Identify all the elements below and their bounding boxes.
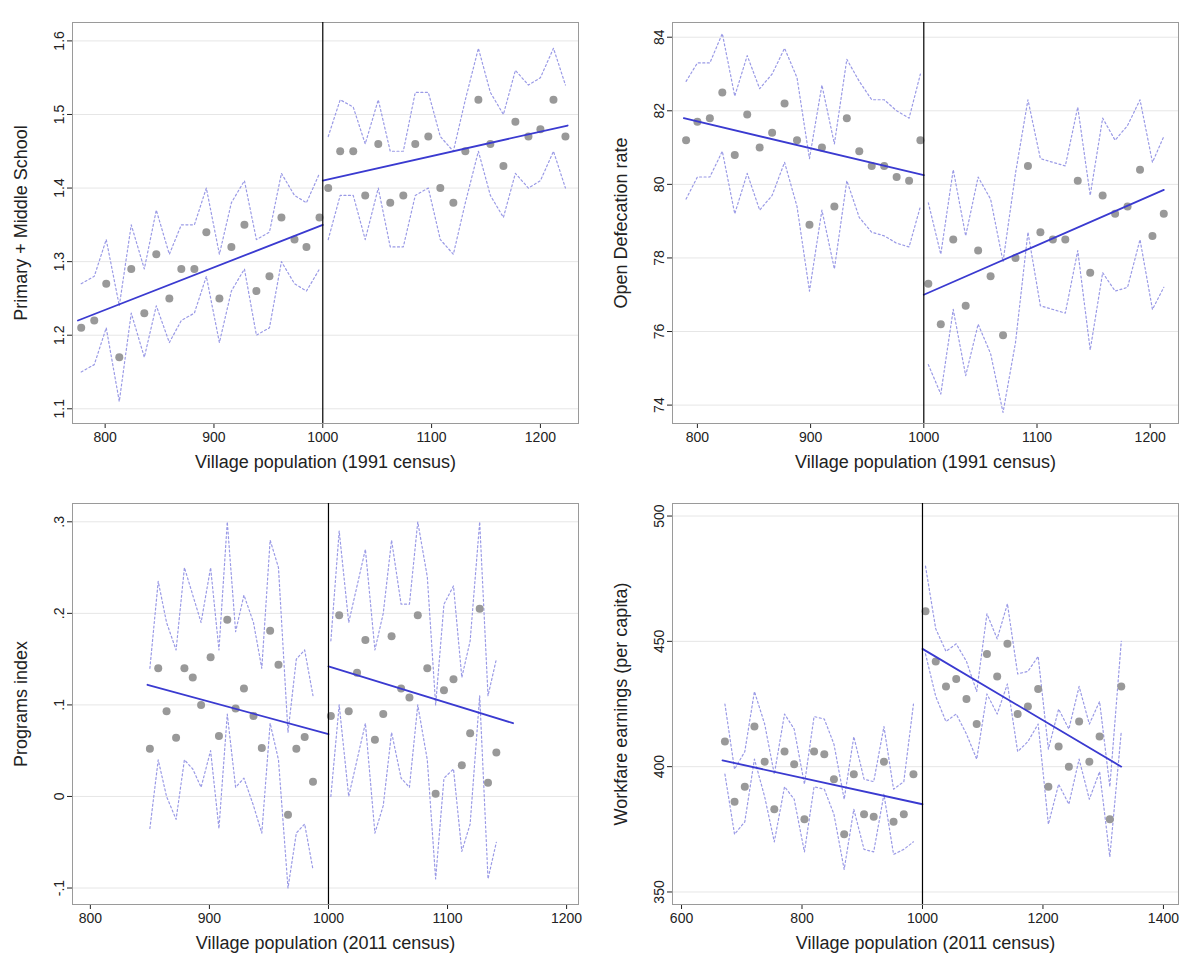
svg-text:900: 900 bbox=[198, 910, 222, 926]
svg-text:84: 84 bbox=[651, 29, 667, 45]
svg-text:74: 74 bbox=[651, 397, 667, 413]
svg-text:80: 80 bbox=[651, 176, 667, 192]
svg-text:1.2: 1.2 bbox=[51, 325, 67, 345]
svg-text:1100: 1100 bbox=[417, 429, 447, 445]
svg-text:78: 78 bbox=[651, 250, 667, 266]
svg-text:Village population (1991 censu: Village population (1991 census) bbox=[195, 452, 456, 472]
svg-text:1000: 1000 bbox=[907, 910, 938, 926]
svg-text:1.1: 1.1 bbox=[51, 399, 67, 419]
svg-text:800: 800 bbox=[686, 429, 710, 445]
svg-text:450: 450 bbox=[651, 629, 667, 653]
svg-text:Village population (1991 censu: Village population (1991 census) bbox=[795, 452, 1056, 472]
svg-text:.3: .3 bbox=[51, 516, 67, 528]
svg-text:Village population (2011 censu: Village population (2011 census) bbox=[796, 933, 1056, 953]
svg-text:76: 76 bbox=[651, 324, 667, 340]
svg-text:400: 400 bbox=[651, 755, 667, 779]
svg-text:82: 82 bbox=[651, 103, 667, 119]
svg-text:.2: .2 bbox=[51, 607, 67, 619]
svg-text:Workfare earnings (per capita): Workfare earnings (per capita) bbox=[611, 583, 631, 826]
svg-text:1200: 1200 bbox=[1027, 910, 1058, 926]
svg-text:.1: .1 bbox=[51, 699, 67, 711]
svg-text:1000: 1000 bbox=[313, 910, 344, 926]
svg-text:1200: 1200 bbox=[1135, 429, 1166, 445]
svg-text:Open Defecation rate: Open Defecation rate bbox=[611, 137, 631, 308]
svg-text:500: 500 bbox=[651, 504, 667, 528]
svg-text:600: 600 bbox=[670, 910, 694, 926]
svg-text:1.5: 1.5 bbox=[51, 105, 67, 125]
svg-text:800: 800 bbox=[790, 910, 814, 926]
svg-text:1100: 1100 bbox=[432, 910, 462, 926]
svg-text:800: 800 bbox=[79, 910, 103, 926]
svg-text:1000: 1000 bbox=[307, 429, 338, 445]
svg-text:Village population (2011 censu: Village population (2011 census) bbox=[196, 933, 456, 953]
svg-text:Primary + Middle School: Primary + Middle School bbox=[11, 125, 31, 321]
svg-text:-.1: -.1 bbox=[51, 880, 67, 897]
svg-text:1.4: 1.4 bbox=[51, 178, 67, 198]
svg-text:1100: 1100 bbox=[1022, 429, 1052, 445]
svg-text:1.3: 1.3 bbox=[51, 252, 67, 272]
svg-text:1200: 1200 bbox=[551, 910, 582, 926]
svg-text:350: 350 bbox=[651, 880, 667, 904]
svg-text:1.6: 1.6 bbox=[51, 31, 67, 51]
svg-text:800: 800 bbox=[93, 429, 117, 445]
svg-text:1200: 1200 bbox=[525, 429, 556, 445]
svg-text:1400: 1400 bbox=[1148, 910, 1179, 926]
svg-text:0: 0 bbox=[51, 792, 67, 800]
svg-text:Programs index: Programs index bbox=[11, 641, 31, 767]
svg-text:900: 900 bbox=[202, 429, 226, 445]
svg-text:1000: 1000 bbox=[908, 429, 939, 445]
svg-text:900: 900 bbox=[799, 429, 823, 445]
